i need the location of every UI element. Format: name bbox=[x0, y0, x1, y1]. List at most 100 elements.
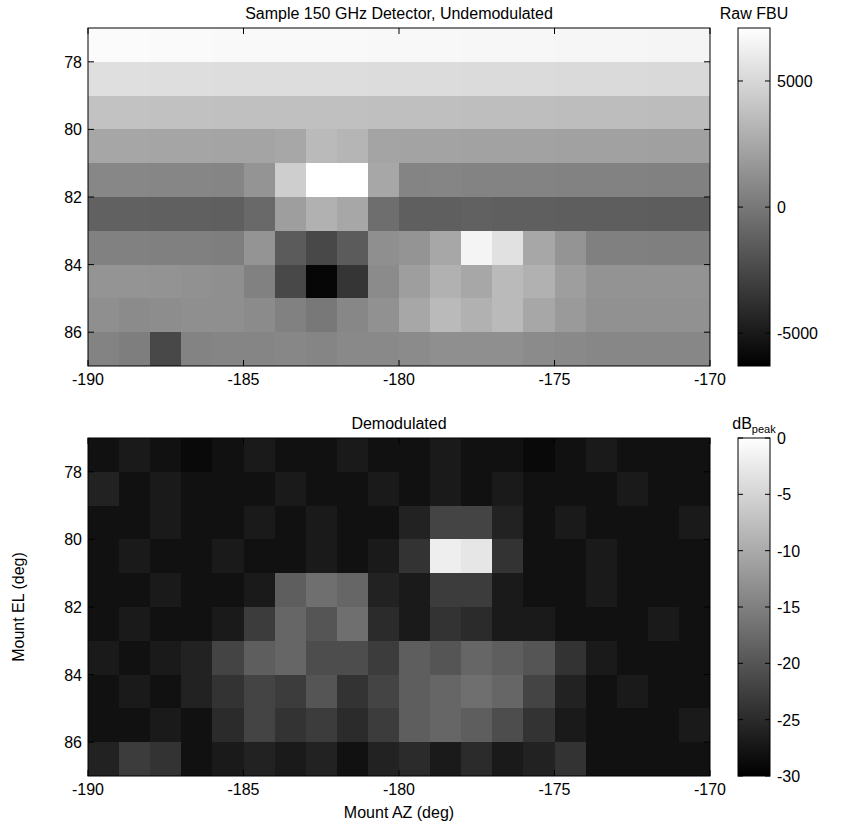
cell bbox=[119, 231, 151, 265]
colorbar-tick bbox=[765, 776, 770, 777]
cell bbox=[617, 641, 649, 675]
title: Sample 150 GHz Detector, Undemodulated bbox=[245, 5, 553, 22]
cell bbox=[275, 607, 307, 641]
title: Demodulated bbox=[351, 415, 446, 432]
cell bbox=[586, 298, 618, 332]
cell bbox=[430, 539, 462, 573]
cell bbox=[181, 675, 213, 709]
x-tick bbox=[710, 28, 711, 34]
y-tick-label: 78 bbox=[64, 464, 82, 481]
cell bbox=[88, 265, 120, 299]
cell bbox=[368, 641, 400, 675]
cell bbox=[586, 129, 618, 163]
cell bbox=[88, 472, 120, 506]
cell bbox=[337, 506, 369, 540]
cell bbox=[306, 265, 338, 299]
y-tick bbox=[704, 264, 710, 265]
y-tick bbox=[88, 332, 94, 333]
x-tick-label: -185 bbox=[227, 371, 259, 388]
cell bbox=[461, 539, 493, 573]
cell bbox=[244, 539, 276, 573]
cell bbox=[88, 708, 120, 742]
cell bbox=[617, 163, 649, 197]
cell bbox=[306, 472, 338, 506]
cell bbox=[430, 265, 462, 299]
cell bbox=[88, 641, 120, 675]
cell bbox=[212, 607, 244, 641]
cell bbox=[399, 265, 431, 299]
cell bbox=[88, 96, 120, 130]
cell bbox=[399, 607, 431, 641]
cell bbox=[648, 573, 680, 607]
cell bbox=[555, 163, 587, 197]
cell bbox=[368, 708, 400, 742]
cell bbox=[586, 265, 618, 299]
cell bbox=[150, 96, 182, 130]
cell bbox=[586, 28, 618, 62]
colorbar-tick-label: -25 bbox=[777, 712, 800, 729]
cell bbox=[275, 438, 307, 472]
cell bbox=[368, 96, 400, 130]
cell bbox=[244, 438, 276, 472]
cell bbox=[244, 265, 276, 299]
cell bbox=[275, 641, 307, 675]
cell bbox=[648, 62, 680, 96]
cell bbox=[523, 231, 555, 265]
cell bbox=[181, 231, 213, 265]
cell bbox=[181, 607, 213, 641]
cell bbox=[119, 675, 151, 709]
cell bbox=[306, 506, 338, 540]
cells bbox=[88, 438, 710, 776]
cell bbox=[461, 265, 493, 299]
x-tick-label: -180 bbox=[383, 371, 415, 388]
cell bbox=[679, 641, 710, 675]
cell bbox=[181, 129, 213, 163]
cell bbox=[337, 96, 369, 130]
cell bbox=[244, 163, 276, 197]
cell bbox=[586, 539, 618, 573]
cell bbox=[244, 28, 276, 62]
cell bbox=[399, 506, 431, 540]
cell bbox=[648, 708, 680, 742]
y-tick bbox=[88, 264, 94, 265]
cell bbox=[461, 708, 493, 742]
cell bbox=[555, 573, 587, 607]
cell bbox=[461, 129, 493, 163]
cell bbox=[523, 438, 555, 472]
cell bbox=[492, 163, 524, 197]
cell bbox=[523, 28, 555, 62]
cell bbox=[88, 742, 120, 776]
cell bbox=[617, 332, 649, 366]
cell bbox=[368, 163, 400, 197]
cell bbox=[150, 197, 182, 231]
cell bbox=[275, 708, 307, 742]
cell bbox=[679, 298, 710, 332]
cell bbox=[306, 163, 338, 197]
colorbar-tick bbox=[765, 550, 770, 551]
cell bbox=[523, 197, 555, 231]
cell bbox=[306, 607, 338, 641]
cell bbox=[430, 506, 462, 540]
cell bbox=[430, 641, 462, 675]
cell bbox=[88, 129, 120, 163]
cell bbox=[368, 472, 400, 506]
cell bbox=[88, 506, 120, 540]
cell bbox=[648, 332, 680, 366]
cell bbox=[492, 641, 524, 675]
cell bbox=[88, 539, 120, 573]
x-axis-title: Mount AZ (deg) bbox=[344, 804, 454, 821]
cell bbox=[617, 28, 649, 62]
cell bbox=[337, 298, 369, 332]
x-tick bbox=[243, 438, 244, 444]
cell bbox=[337, 742, 369, 776]
cell bbox=[150, 607, 182, 641]
cell bbox=[368, 506, 400, 540]
cell bbox=[461, 163, 493, 197]
cell bbox=[368, 438, 400, 472]
cell bbox=[648, 641, 680, 675]
cell bbox=[275, 573, 307, 607]
colorbar-tick-label: -10 bbox=[777, 543, 800, 560]
cell bbox=[648, 472, 680, 506]
cell bbox=[555, 675, 587, 709]
cell bbox=[275, 472, 307, 506]
